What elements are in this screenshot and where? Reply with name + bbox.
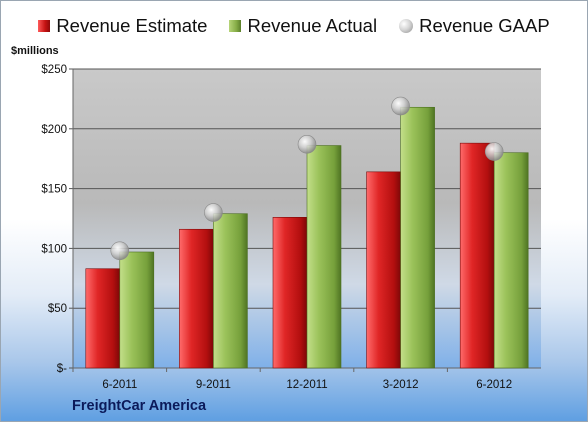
point-revenue-gaap — [110, 241, 130, 261]
y-unit-label: $millions — [11, 45, 59, 57]
company-name: FreightCar America — [72, 398, 207, 414]
x-tick-label: 12-2011 — [286, 379, 327, 391]
x-tick-label: 9-2011 — [196, 379, 231, 391]
y-tick-label: $50 — [48, 303, 67, 315]
legend-label-gaap: Revenue GAAP — [419, 15, 550, 36]
legend-item-gaap: Revenue GAAP — [399, 15, 550, 37]
legend-item-estimate: Revenue Estimate — [38, 15, 207, 37]
bar-revenue-estimate — [272, 217, 308, 369]
legend-label-actual: Revenue Actual — [247, 15, 378, 36]
y-tick-label: $100 — [41, 243, 67, 255]
bar-revenue-estimate — [85, 268, 121, 369]
y-tick-label: $- — [57, 363, 67, 375]
legend-label-estimate: Revenue Estimate — [56, 15, 208, 36]
bar-revenue-actual — [400, 106, 435, 369]
x-tick-label: 3-2012 — [383, 379, 419, 391]
bar-revenue-estimate — [366, 171, 401, 369]
point-revenue-gaap — [204, 203, 223, 222]
bar-revenue-estimate — [459, 142, 495, 369]
point-revenue-gaap — [484, 142, 504, 161]
point-revenue-gaap — [297, 135, 317, 154]
legend-swatch-actual — [229, 20, 242, 32]
legend-swatch-estimate — [38, 20, 51, 32]
x-tick-label: 6-2012 — [476, 379, 512, 391]
y-tick-label: $250 — [41, 64, 67, 76]
bar-revenue-actual — [306, 145, 342, 369]
bar-revenue-actual — [213, 213, 248, 369]
y-tick-label: $200 — [41, 124, 67, 136]
y-tick-label: $150 — [41, 184, 67, 196]
point-revenue-gaap — [391, 96, 410, 116]
legend-item-actual: Revenue Actual — [229, 15, 377, 37]
legend: Revenue Estimate Revenue Actual Revenue … — [1, 15, 587, 37]
bar-revenue-estimate — [179, 228, 214, 369]
legend-swatch-gaap — [399, 19, 414, 33]
x-tick-label: 6-2011 — [102, 379, 137, 391]
bar-revenue-actual — [119, 251, 155, 369]
bar-revenue-actual — [493, 152, 529, 369]
